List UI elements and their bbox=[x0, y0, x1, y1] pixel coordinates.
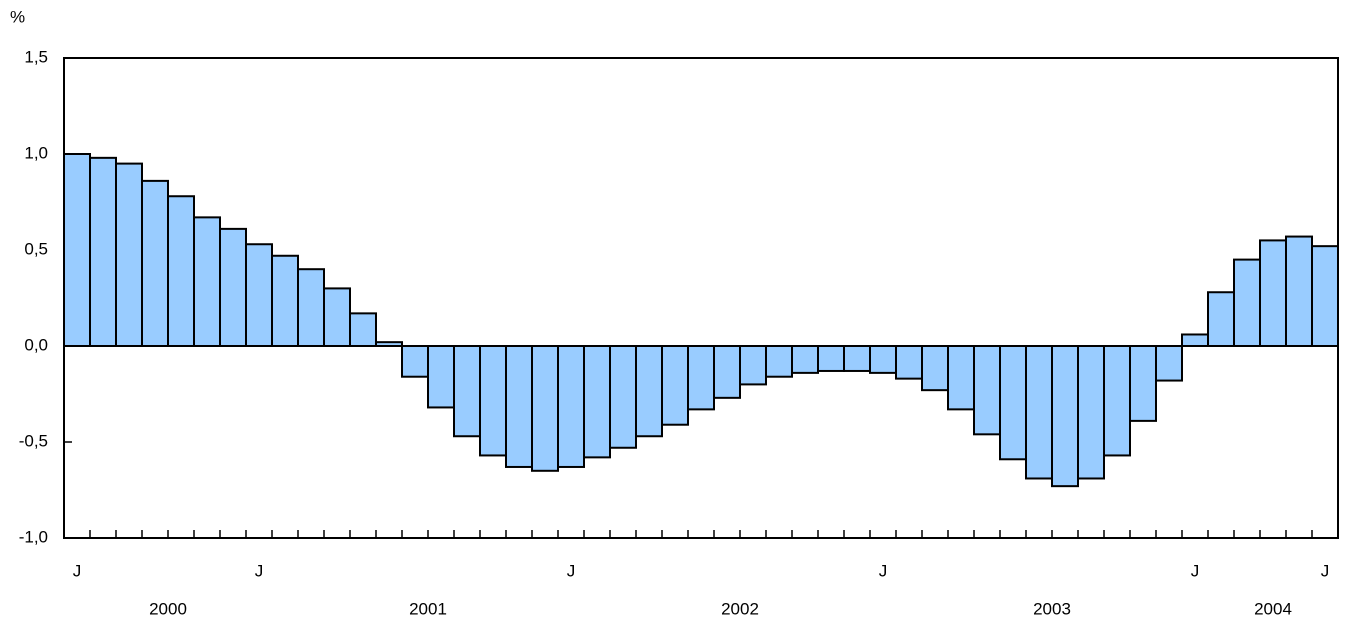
bar bbox=[661, 345, 689, 426]
x-tick-label: J bbox=[879, 561, 888, 580]
year-label: 2001 bbox=[409, 599, 447, 618]
bar bbox=[1311, 245, 1339, 347]
bar bbox=[219, 227, 247, 348]
year-label: 2000 bbox=[149, 599, 187, 618]
bar bbox=[1103, 345, 1131, 457]
y-tick-label: 0,5 bbox=[24, 239, 48, 258]
bar bbox=[479, 345, 507, 457]
bar bbox=[791, 345, 819, 374]
bar bbox=[1207, 291, 1235, 347]
bar bbox=[1259, 239, 1287, 347]
year-label: 2003 bbox=[1033, 599, 1071, 618]
bar bbox=[739, 345, 767, 386]
x-tick-label: J bbox=[1321, 561, 1330, 580]
bar bbox=[609, 345, 637, 449]
bar bbox=[141, 179, 169, 347]
bar bbox=[999, 345, 1027, 461]
bar bbox=[973, 345, 1001, 436]
bar bbox=[297, 268, 325, 348]
year-label: 2002 bbox=[721, 599, 759, 618]
bar bbox=[1155, 345, 1183, 382]
y-tick-label: 1,5 bbox=[24, 47, 48, 66]
x-tick-label: J bbox=[255, 561, 264, 580]
bar bbox=[895, 345, 923, 380]
bar bbox=[401, 345, 429, 378]
x-tick-label: J bbox=[73, 561, 82, 580]
y-tick-label: -0,5 bbox=[19, 431, 48, 450]
year-label: 2004 bbox=[1254, 599, 1292, 618]
bar bbox=[687, 345, 715, 411]
bar bbox=[89, 156, 117, 347]
bar bbox=[349, 312, 377, 347]
x-tick-label: J bbox=[1191, 561, 1200, 580]
bar bbox=[947, 345, 975, 411]
bar bbox=[1051, 345, 1079, 488]
bar bbox=[245, 243, 273, 348]
bar bbox=[167, 195, 195, 347]
bar bbox=[843, 345, 871, 372]
bar bbox=[193, 216, 221, 347]
bar bbox=[453, 345, 481, 438]
bar bbox=[1233, 258, 1261, 348]
bar bbox=[505, 345, 533, 468]
bar bbox=[557, 345, 585, 468]
bar bbox=[713, 345, 741, 399]
bar bbox=[63, 153, 91, 347]
bar bbox=[1025, 345, 1053, 480]
bar bbox=[921, 345, 949, 392]
bar bbox=[817, 345, 845, 372]
bar bbox=[427, 345, 455, 409]
bar bbox=[531, 345, 559, 472]
y-tick-label: 0,0 bbox=[24, 335, 48, 354]
bar bbox=[271, 254, 299, 347]
bar bbox=[765, 345, 793, 378]
bar bbox=[1285, 235, 1313, 347]
bar bbox=[1077, 345, 1105, 480]
x-tick-label: J bbox=[567, 561, 576, 580]
plot-frame bbox=[63, 57, 1339, 539]
bar bbox=[115, 162, 143, 347]
bar bbox=[1129, 345, 1157, 422]
bar bbox=[635, 345, 663, 438]
bar bbox=[323, 287, 351, 347]
y-axis-label: % bbox=[10, 7, 25, 26]
y-tick-label: -1,0 bbox=[19, 527, 48, 546]
bar bbox=[1181, 333, 1209, 348]
bar bbox=[583, 345, 611, 459]
y-tick-label: 1,0 bbox=[24, 143, 48, 162]
bar bbox=[869, 345, 897, 374]
